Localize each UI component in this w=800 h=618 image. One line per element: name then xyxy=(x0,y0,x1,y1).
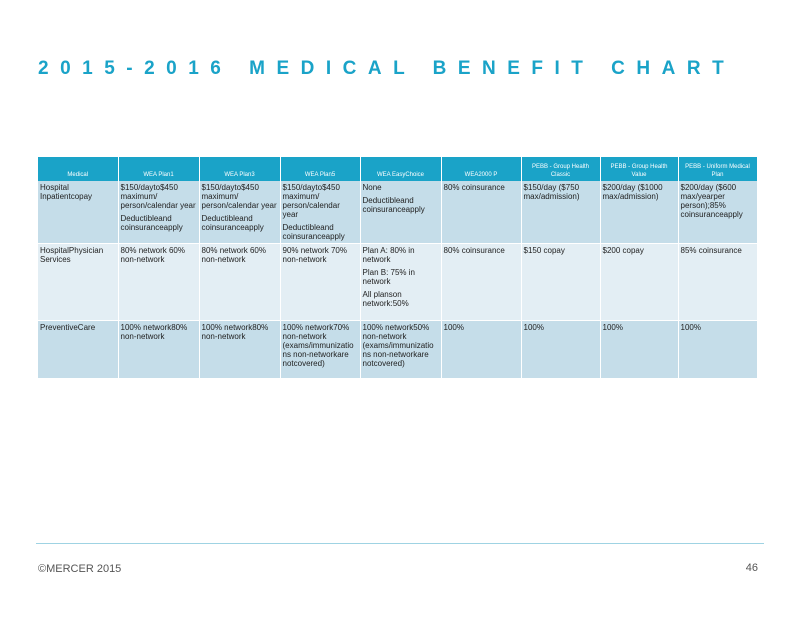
page-number: 46 xyxy=(745,562,758,574)
table-header-row: Medical WEA Plan1 WEA Plan3 WEA Plan5 WE… xyxy=(38,157,758,181)
table-cell: $150/daytо$450 maximum/ person/calendar … xyxy=(280,181,361,244)
table-cell: $150 copay xyxy=(521,243,601,321)
table-cell: 100% xyxy=(441,320,522,379)
table-cell: 100% network80% non-network xyxy=(118,320,200,379)
table-cell: 80% coinsurance xyxy=(441,243,522,321)
table-cell: Hospital Inpatientcopay xyxy=(38,181,119,244)
table-cell: 90% network 70% non-network xyxy=(280,243,361,321)
table-cell: $150/daytо$450 maximum/ person/calendar … xyxy=(118,181,200,244)
table-cell: 100% xyxy=(600,320,679,379)
table-cell: 80% coinsurance xyxy=(441,181,522,244)
table-cell: PreventiveCare xyxy=(38,320,119,379)
footer-copyright: ©MERCER 2015 xyxy=(38,563,122,575)
table-cell: 100% xyxy=(521,320,601,379)
table-cell: $150/day ($750 max/admission) xyxy=(521,181,601,244)
header-cell: WEA Plan5 xyxy=(280,157,361,181)
header-cell: WEA2000 P xyxy=(441,157,522,181)
table-cell: 100% xyxy=(678,320,758,379)
header-cell: WEA Plan3 xyxy=(199,157,281,181)
footer-divider xyxy=(36,543,764,544)
header-cell: PEBB - Uniform Medical Plan xyxy=(678,157,758,181)
table-cell: Plan A: 80% in network Plan B: 75% in net… xyxy=(360,243,442,321)
table-cell: 80% network 60% non-network xyxy=(199,243,281,321)
header-cell: PEBB - Group Health Value xyxy=(600,157,679,181)
table-cell: 85% coinsurance xyxy=(678,243,758,321)
page-title: 2015-2016 MEDICAL BENEFIT CHART xyxy=(38,58,736,79)
table-cell: 100% network50% non-network (exams/immun… xyxy=(360,320,442,379)
table-row: PreventiveCare 100% network80% non-netwo… xyxy=(38,320,758,379)
table-cell: 100% network70% non-network (exams/immun… xyxy=(280,320,361,379)
table-cell: $150/daytо$450 maximum/ person/calendar … xyxy=(199,181,281,244)
header-cell: WEA EasyChoice xyxy=(360,157,442,181)
table-row: Hospital Inpatientcopay $150/daytо$450 m… xyxy=(38,181,758,244)
table-cell: None Deductibleand coinsuranceapply xyxy=(360,181,442,244)
table-cell: $200/day ($1000 max/admission) xyxy=(600,181,679,244)
table-cell: $200 copay xyxy=(600,243,679,321)
table-cell: $200/day ($600 max/yearper person);85% c… xyxy=(678,181,758,244)
header-cell: Medical xyxy=(38,157,119,181)
header-cell: PEBB - Group Health Classic xyxy=(521,157,601,181)
table-cell: 100% network80% non-network xyxy=(199,320,281,379)
table-row: HospitalPhysician Services 80% network 6… xyxy=(38,243,758,321)
table-cell: 80% network 60% non-network xyxy=(118,243,200,321)
benefit-table: Medical WEA Plan1 WEA Plan3 WEA Plan5 WE… xyxy=(38,157,758,379)
table-cell: HospitalPhysician Services xyxy=(38,243,119,321)
header-cell: WEA Plan1 xyxy=(118,157,200,181)
